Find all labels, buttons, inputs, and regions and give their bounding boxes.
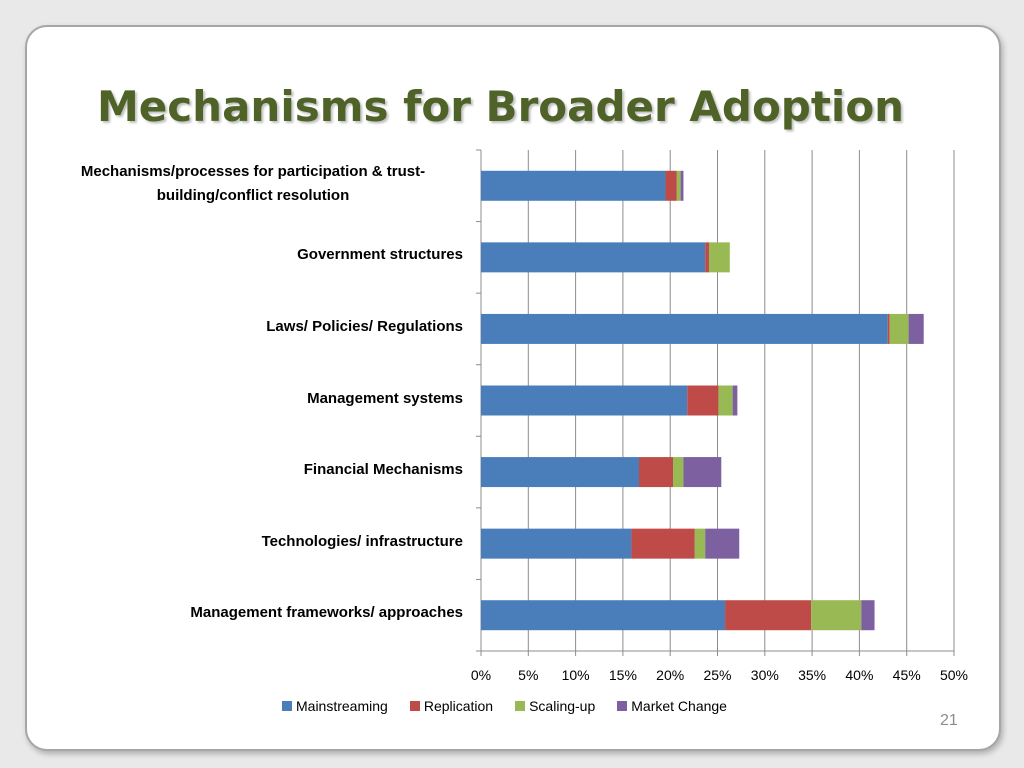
legend-label: Mainstreaming: [296, 698, 388, 714]
category-label: Government structures: [43, 243, 463, 267]
page-number: 21: [940, 712, 958, 729]
bar-segment: [481, 242, 706, 273]
legend-swatch: [515, 701, 526, 711]
category-label-line: Technologies/ infrastructure: [261, 532, 463, 550]
bar-segment: [705, 242, 709, 273]
legend-swatch: [617, 701, 628, 711]
bar-segment: [631, 528, 695, 559]
category-label-line: Financial Mechanisms: [303, 461, 463, 479]
x-tick-label: 45%: [893, 667, 921, 683]
x-tick-label: 40%: [845, 667, 873, 683]
legend-item: Replication: [409, 698, 494, 714]
x-tick-label: 50%: [940, 667, 968, 683]
bar-segment: [481, 170, 666, 201]
bar-segment: [481, 313, 888, 344]
legend-item: Market Change: [617, 698, 727, 714]
category-label: Laws/ Policies/ Regulations: [43, 315, 463, 339]
bar-segment: [665, 170, 677, 201]
bar-segment: [694, 528, 706, 559]
bar-segment: [718, 385, 733, 416]
category-label-line: Mechanisms/processes for participation &…: [80, 162, 426, 180]
bar-segment: [908, 313, 924, 344]
bar-segment: [861, 600, 875, 631]
bar-segment: [687, 385, 719, 416]
x-tick-label: 15%: [609, 667, 637, 683]
bar-segment: [481, 528, 632, 559]
x-tick-label: 0%: [471, 667, 491, 683]
category-label: Management frameworks/ approaches: [43, 601, 463, 625]
bar-segment: [481, 457, 639, 488]
category-label-line: Management frameworks/ approaches: [190, 604, 463, 622]
legend-item: Mainstreaming: [282, 698, 388, 714]
category-label: Management systems: [43, 387, 463, 411]
bar-segment: [481, 600, 726, 631]
category-label: Mechanisms/processes for participation &…: [43, 160, 463, 208]
chart-legend: Mainstreaming Replication Scaling-up Market…: [282, 698, 727, 714]
legend-label: Scaling-up: [529, 698, 596, 714]
bar-segment: [680, 170, 684, 201]
legend-item: Scaling-up: [515, 698, 595, 714]
category-label-line: Management systems: [307, 389, 463, 407]
slide-title: Mechanisms for Broader Adoption: [97, 82, 905, 131]
x-tick-label: 35%: [798, 667, 826, 683]
x-tick-label: 5%: [518, 667, 538, 683]
bar-segment: [732, 385, 738, 416]
bar-segment: [811, 600, 862, 631]
x-tick-label: 10%: [562, 667, 590, 683]
category-label-line: Government structures: [297, 246, 463, 264]
category-label-line: building/conflict resolution: [156, 186, 350, 204]
bar-segment: [683, 457, 722, 488]
category-label-line: Laws/ Policies/ Regulations: [266, 317, 463, 335]
legend-swatch: [282, 701, 292, 711]
bar-segment: [725, 600, 812, 631]
bar-segment: [676, 170, 681, 201]
x-tick-label: 25%: [703, 667, 731, 683]
bar-segment: [889, 313, 909, 344]
bar-segment: [887, 313, 890, 344]
legend-label: Market Change: [631, 698, 727, 714]
category-label: Technologies/ infrastructure: [43, 530, 463, 554]
bar-segment: [638, 457, 674, 488]
bar-segment: [673, 457, 684, 488]
category-label: Financial Mechanisms: [43, 458, 463, 482]
legend-swatch: [409, 701, 420, 711]
bar-segment: [481, 385, 688, 416]
bar-segment: [705, 528, 740, 559]
bar-segment: [708, 242, 730, 273]
x-tick-label: 30%: [751, 667, 779, 683]
x-tick-label: 20%: [656, 667, 684, 683]
legend-label: Replication: [423, 698, 494, 714]
